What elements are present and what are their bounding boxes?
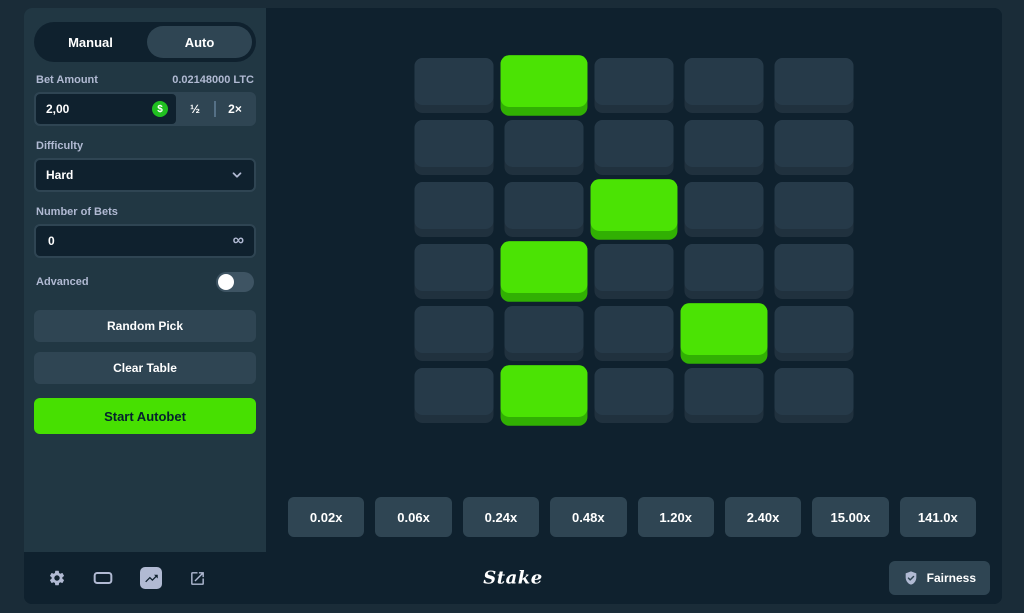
tile-r1-c3[interactable]: [594, 58, 674, 113]
tile-r5-c1[interactable]: [414, 306, 494, 361]
tile-r2-c1[interactable]: [414, 120, 494, 175]
tile-r1-c2[interactable]: [500, 55, 588, 116]
theatre-mode-icon[interactable]: [93, 570, 113, 586]
tile-r5-c2[interactable]: [504, 306, 584, 361]
live-stats-icon[interactable]: [140, 567, 162, 589]
advanced-toggle[interactable]: [216, 272, 254, 292]
tab-manual[interactable]: Manual: [38, 26, 143, 58]
infinity-icon: ∞: [232, 232, 244, 249]
multiplier-1.20x[interactable]: 1.20x: [637, 497, 714, 537]
multiplier-0.24x[interactable]: 0.24x: [462, 497, 540, 537]
tile-r4-c5[interactable]: [774, 244, 854, 299]
number-of-bets-group: ∞: [34, 224, 256, 258]
multiplier-0.02x[interactable]: 0.02x: [288, 497, 365, 537]
bet-amount-input[interactable]: [44, 101, 146, 117]
game-content: Manual Auto Bet Amount 0.02148000 LTC $ …: [24, 8, 1002, 552]
tile-r6-c4[interactable]: [684, 368, 764, 423]
random-pick-button[interactable]: Random Pick: [34, 310, 256, 342]
clear-table-button[interactable]: Clear Table: [34, 352, 256, 384]
external-chart-icon[interactable]: [189, 570, 206, 587]
tile-r3-c1[interactable]: [414, 182, 494, 237]
bet-amount-label: Bet Amount: [36, 74, 98, 86]
bet-amount-inputbox: $: [36, 94, 176, 124]
number-of-bets-input[interactable]: [46, 233, 233, 249]
tile-r3-c4[interactable]: [684, 182, 764, 237]
live-stats-icon-bg: [140, 567, 162, 589]
multiplier-2.40x[interactable]: 2.40x: [724, 497, 802, 537]
tile-r2-c5[interactable]: [774, 120, 854, 175]
tile-r1-c5[interactable]: [774, 58, 854, 113]
difficulty-value: Hard: [46, 168, 74, 182]
tile-r1-c4[interactable]: [684, 58, 764, 113]
game-board: [414, 55, 854, 426]
divider: [214, 101, 216, 117]
game-area: 0.02x 0.06x 0.24x 0.48x 1.20x 2.40x 15.00x 141.…: [266, 8, 1002, 552]
advanced-row: Advanced: [36, 272, 254, 292]
tile-r2-c3[interactable]: [594, 120, 674, 175]
fairness-button[interactable]: Fairness: [888, 561, 990, 595]
multiplier-141.0x[interactable]: 141.0x: [899, 497, 976, 537]
footer-icons: [36, 567, 206, 589]
tile-r6-c1[interactable]: [414, 368, 494, 423]
gear-icon[interactable]: [48, 569, 66, 587]
tile-r4-c2[interactable]: [500, 241, 588, 302]
tile-r4-c4[interactable]: [684, 244, 764, 299]
tile-r5-c5[interactable]: [774, 306, 854, 361]
chevron-down-icon: [232, 172, 242, 178]
number-of-bets-label: Number of Bets: [36, 206, 118, 218]
tile-r1-c1[interactable]: [414, 58, 494, 113]
tile-r3-c5[interactable]: [774, 182, 854, 237]
advanced-label: Advanced: [36, 276, 89, 288]
multiplier-0.48x[interactable]: 0.48x: [550, 497, 627, 537]
multiplier-0.06x[interactable]: 0.06x: [375, 497, 452, 537]
bet-amount-header: Bet Amount 0.02148000 LTC: [36, 74, 254, 86]
tile-r5-c3[interactable]: [594, 306, 674, 361]
tile-r3-c2[interactable]: [504, 182, 584, 237]
fairness-label: Fairness: [926, 571, 976, 585]
half-bet-button[interactable]: ½: [176, 94, 214, 124]
start-autobet-button[interactable]: Start Autobet: [34, 398, 256, 434]
shield-check-icon: [905, 571, 916, 585]
tile-r4-c3[interactable]: [594, 244, 674, 299]
dollar-coin-icon: $: [152, 101, 168, 117]
double-bet-button[interactable]: 2×: [216, 94, 254, 124]
bet-amount-group: $ ½ 2×: [34, 92, 256, 126]
toggle-knob: [218, 274, 234, 290]
difficulty-label: Difficulty: [36, 140, 84, 152]
tile-r5-c4[interactable]: [680, 303, 768, 364]
stake-logo: Stake: [483, 567, 543, 589]
game-footer: Stake Fairness: [24, 552, 1002, 604]
tile-r6-c5[interactable]: [774, 368, 854, 423]
tile-r6-c3[interactable]: [594, 368, 674, 423]
tile-r2-c2[interactable]: [504, 120, 584, 175]
difficulty-select[interactable]: Hard: [34, 158, 256, 192]
tile-r3-c3[interactable]: [590, 179, 678, 240]
game-window: Manual Auto Bet Amount 0.02148000 LTC $ …: [24, 8, 1002, 604]
tile-r6-c2[interactable]: [500, 365, 588, 426]
bet-amount-balance: 0.02148000 LTC: [172, 74, 254, 86]
tile-r2-c4[interactable]: [684, 120, 764, 175]
multiplier-15.00x[interactable]: 15.00x: [812, 497, 889, 537]
tile-r4-c1[interactable]: [414, 244, 494, 299]
multiplier-bar: 0.02x 0.06x 0.24x 0.48x 1.20x 2.40x 15.00x 141.…: [288, 497, 976, 537]
tab-auto[interactable]: Auto: [147, 26, 252, 58]
bet-mode-tabs: Manual Auto: [34, 22, 256, 62]
bet-controls-sidebar: Manual Auto Bet Amount 0.02148000 LTC $ …: [24, 8, 266, 552]
